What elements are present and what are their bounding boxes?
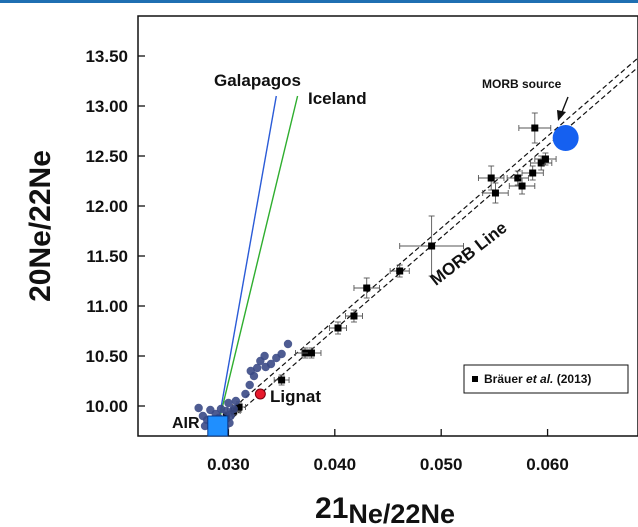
data-point-circle <box>260 351 269 361</box>
legend-label-prefix: Bräuer <box>484 372 526 386</box>
air-label: AIR <box>172 415 200 432</box>
data-point-square <box>334 324 342 332</box>
data-point-circle <box>283 339 293 349</box>
y-tick-label: 11.50 <box>86 247 128 266</box>
morb-line-line-2 <box>215 57 638 424</box>
data-point-square <box>531 124 539 132</box>
legend-label-suffix: (2013) <box>553 372 591 386</box>
y-tick-label: 12.50 <box>85 147 128 166</box>
data-point-square <box>537 159 545 167</box>
data-point-circle <box>246 366 255 376</box>
air-marker <box>207 415 229 437</box>
y-tick-label: 13.00 <box>85 97 128 116</box>
data-point-circle <box>277 349 286 359</box>
x-tick-label: 0.050 <box>420 455 463 474</box>
galapagos-label: Galapagos <box>214 71 301 90</box>
data-point-square <box>491 189 499 197</box>
data-point-square <box>529 169 537 177</box>
data-point-circle <box>266 359 276 369</box>
data-point-circle <box>241 389 250 399</box>
data-point-circle <box>226 411 235 421</box>
x-axis-label-main: Ne/22Ne <box>348 499 455 527</box>
y-tick-label: 13.50 <box>85 47 128 66</box>
x-axis-label-prefix: 21 <box>315 492 348 525</box>
x-tick-label: 0.060 <box>526 455 569 474</box>
morb-line-label: MORB Line <box>427 218 511 289</box>
morb-source-label: MORB source <box>482 77 562 91</box>
lignat-label: Lignat <box>270 387 321 406</box>
data-point-square <box>278 376 286 384</box>
iceland-line <box>217 95 299 427</box>
data-point-square <box>235 403 243 411</box>
morb-source-marker <box>552 125 579 151</box>
legend-marker <box>472 376 478 382</box>
iceland-label: Iceland <box>308 89 367 108</box>
data-point-square <box>307 349 315 357</box>
data-point-square <box>514 174 522 182</box>
data-point-circle <box>224 398 233 408</box>
data-point-square <box>518 182 526 190</box>
plot-frame <box>137 15 638 437</box>
x-axis-ticks: 0.030 0.040 0.050 0.060 <box>207 429 569 474</box>
special-points <box>207 125 579 437</box>
data-point-square <box>396 267 404 275</box>
galapagos-line <box>217 95 277 427</box>
legend-box <box>463 364 629 394</box>
y-tick-label: 10.00 <box>85 397 128 416</box>
data-point-square <box>428 242 436 250</box>
data-point-square <box>541 155 549 163</box>
y-tick-label: 10.50 <box>85 347 128 366</box>
data-point-circle <box>231 396 241 406</box>
data-point-circle <box>194 403 203 413</box>
data-point-square <box>487 174 495 182</box>
morb-source-arrow-head <box>557 110 566 121</box>
y-tick-label: 12.00 <box>85 197 128 216</box>
x-tick-label: 0.040 <box>314 455 357 474</box>
y-axis-ticks: 10.00 10.50 11.00 11.50 12.00 12.50 13.00 13.50 <box>85 47 145 416</box>
y-tick-label: 11.00 <box>86 297 128 316</box>
legend-label-italic: et al. <box>526 372 553 386</box>
morb-source-arrow <box>561 96 569 113</box>
x-axis-label: 21Ne/22Ne <box>315 492 455 527</box>
data-point-square <box>350 312 358 320</box>
data-point-circle <box>245 380 254 390</box>
legend-label: Bräuer et al. (2013) <box>484 372 591 386</box>
x-tick-label: 0.030 <box>207 455 250 474</box>
lignat-marker <box>254 388 266 400</box>
data-point-circle <box>252 363 262 373</box>
data-point-circle <box>200 421 210 431</box>
top-border <box>0 0 638 3</box>
y-axis-label: 20Ne/22Ne <box>24 150 57 302</box>
data-point-circle <box>229 404 238 414</box>
data-point-square <box>363 284 371 292</box>
